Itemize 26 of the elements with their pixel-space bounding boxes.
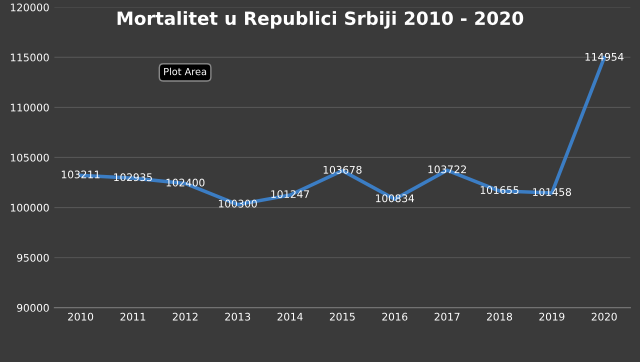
x-tick-label: 2015	[330, 312, 355, 321]
y-tick-label: 100000	[10, 204, 49, 212]
y-tick-label: 95000	[17, 254, 49, 262]
x-tick-label: 2014	[278, 312, 303, 321]
x-tick-label: 2016	[382, 312, 408, 321]
data-label: 103678	[324, 166, 362, 174]
y-tick-label: 90000	[17, 304, 49, 312]
data-label: 103722	[428, 165, 466, 174]
x-tick-label: 2011	[120, 312, 146, 321]
x-tick-label: 2012	[172, 312, 198, 321]
x-tick-label: 2013	[225, 312, 250, 321]
x-tick-label: 2019	[539, 312, 564, 321]
data-label: 102400	[166, 178, 204, 187]
data-label: 114954	[585, 52, 624, 61]
x-tick-label: 2017	[434, 312, 460, 321]
x-tick-label: 2010	[68, 312, 94, 321]
x-tick-label: 2020	[592, 312, 617, 321]
y-tick-label: 110000	[10, 104, 49, 112]
y-tick-label: 115000	[10, 54, 49, 62]
data-label: 103211	[62, 170, 100, 178]
chart-title: Mortalitet u Republici Srbiji 2010 - 2020	[118, 11, 524, 29]
y-tick-label: 120000	[10, 3, 49, 12]
y-tick-label: 105000	[10, 154, 49, 162]
data-label: 101655	[480, 186, 518, 194]
annotation: Plot Area	[164, 68, 206, 76]
x-tick-label: 2018	[487, 312, 512, 321]
